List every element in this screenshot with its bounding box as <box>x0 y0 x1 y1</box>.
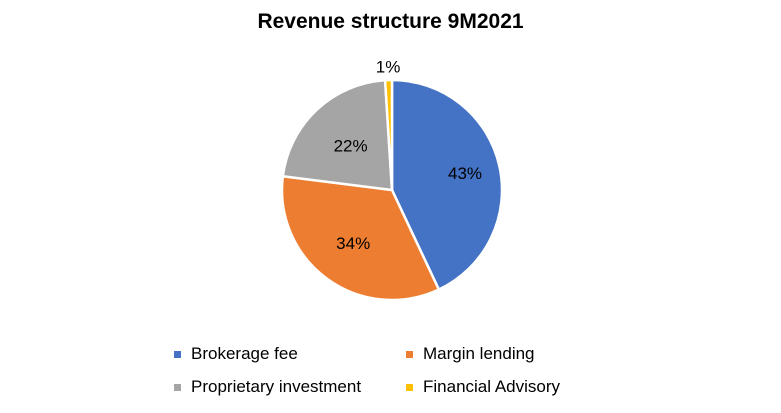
data-label-margin-lending: 34% <box>336 234 370 253</box>
legend-swatch-brokerage-fee <box>174 350 181 358</box>
legend-item-proprietary-investment: Proprietary investment <box>170 377 402 397</box>
pie-chart: 43% 34% 22% 1% <box>280 57 504 302</box>
data-label-brokerage-fee: 43% <box>448 164 482 183</box>
pie-slice-brokerage-fee <box>390 78 504 291</box>
chart-title: Revenue structure 9M2021 <box>257 10 524 33</box>
legend-label-brokerage-fee: Brokerage fee <box>191 344 298 363</box>
pie-slice-financial-advisory <box>383 78 394 192</box>
data-label-financial-advisory: 1% <box>376 57 401 76</box>
legend-item-financial-advisory: Financial Advisory <box>402 377 602 397</box>
legend-item-margin-lending: Margin lending <box>402 344 602 364</box>
pie-slice-margin-lending <box>280 174 441 302</box>
data-label-proprietary-investment: 22% <box>334 136 368 155</box>
legend-swatch-proprietary-investment <box>174 383 181 391</box>
pie-slice-proprietary-investment <box>281 78 394 192</box>
legend-swatch-margin-lending <box>406 350 413 358</box>
legend-item-brokerage-fee: Brokerage fee <box>170 344 402 364</box>
legend-label-financial-advisory: Financial Advisory <box>423 377 561 396</box>
chart-legend: Brokerage fee Margin lending Proprietary… <box>170 344 600 397</box>
legend-swatch-financial-advisory <box>406 383 413 391</box>
legend-label-proprietary-investment: Proprietary investment <box>191 377 362 396</box>
legend-label-margin-lending: Margin lending <box>423 344 535 363</box>
